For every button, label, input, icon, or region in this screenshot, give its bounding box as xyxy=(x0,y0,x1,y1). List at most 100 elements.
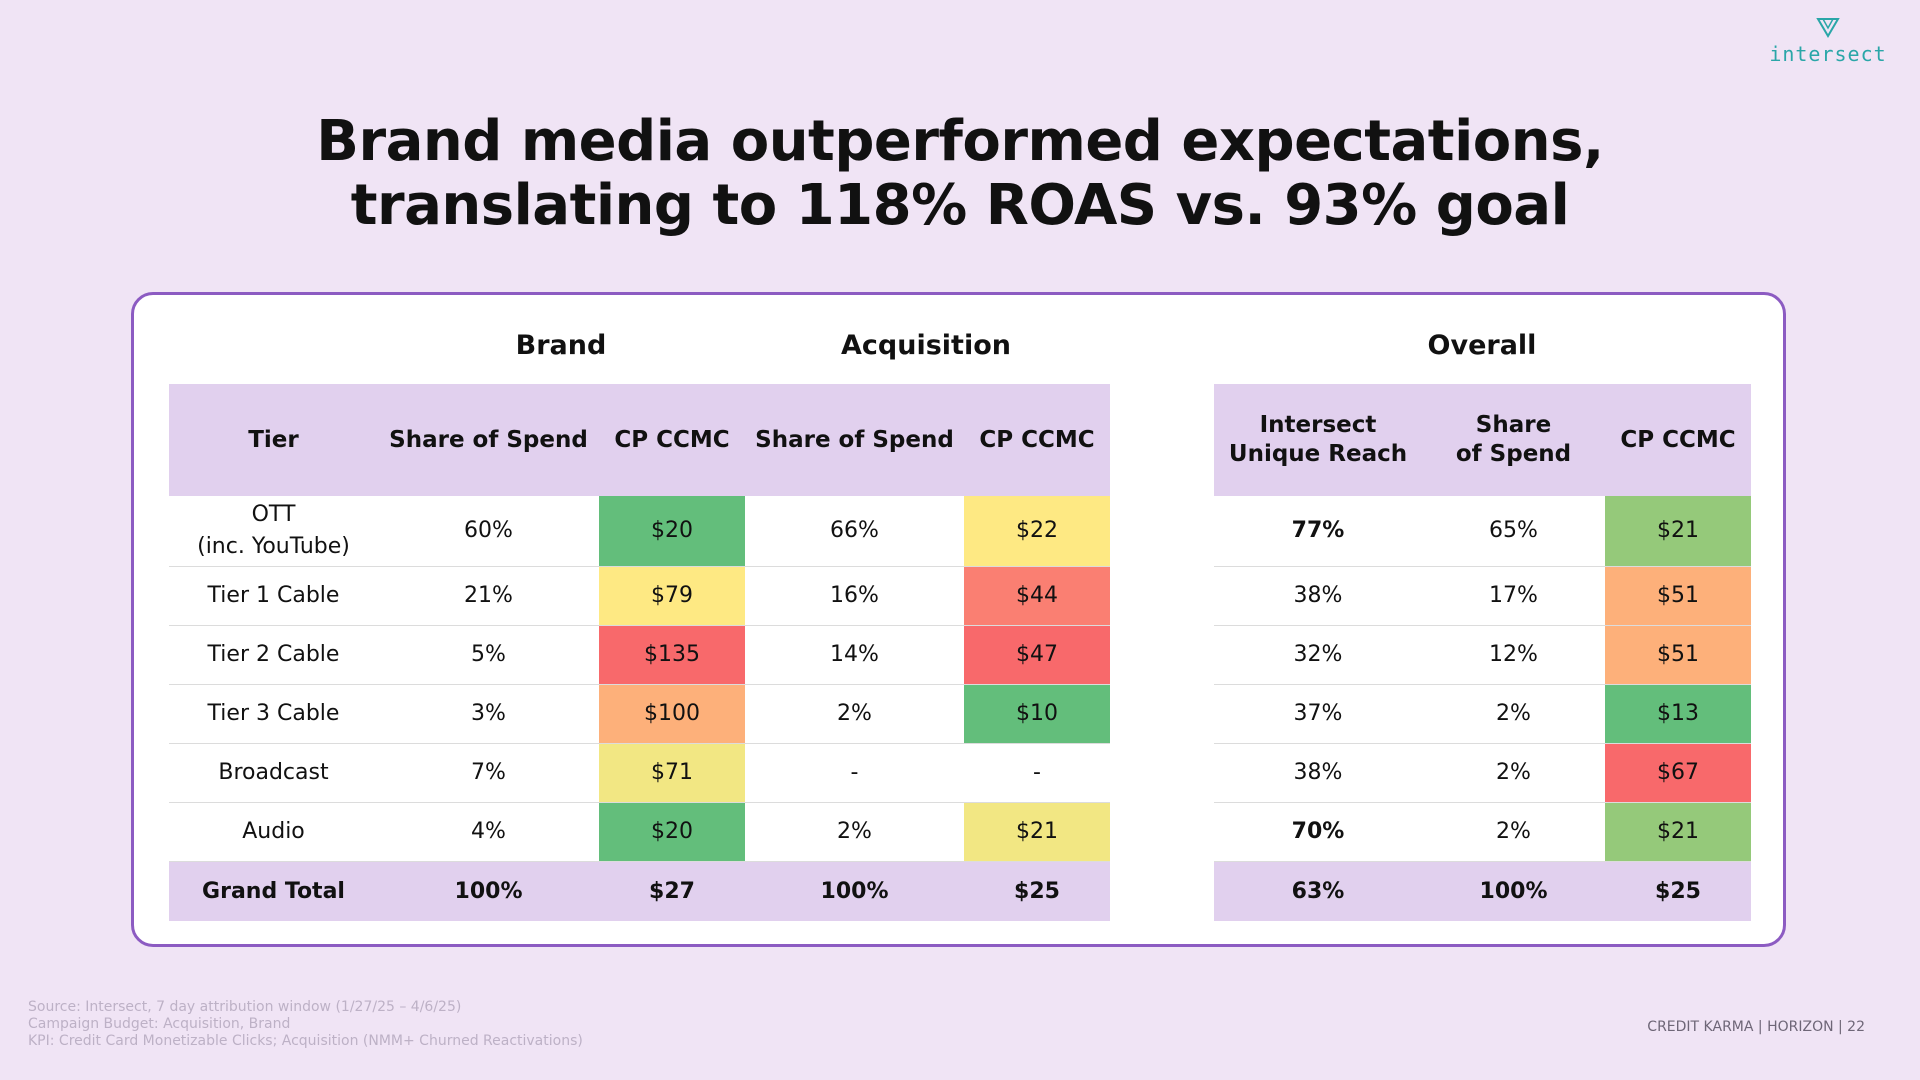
acq-cp-cell: $21 xyxy=(964,802,1110,862)
brand-share-cell: 5% xyxy=(378,625,599,685)
reach-cell: 32% xyxy=(1214,625,1422,685)
table-row: Broadcast 7% $71 - - xyxy=(169,743,1110,803)
overall-share-cell: 17% xyxy=(1422,566,1605,626)
acq-share-cell: 16% xyxy=(745,566,964,626)
table-row: Audio 4% $20 2% $21 xyxy=(169,802,1110,862)
table-header-row: Tier Share of Spend CP CCMC Share of Spe… xyxy=(169,384,1110,496)
grand-total-row: Grand Total 100% $27 100% $25 xyxy=(169,861,1110,921)
acq-cp-cell: $47 xyxy=(964,625,1110,685)
footer-kpi: KPI: Credit Card Monetizable Clicks; Acq… xyxy=(28,1033,583,1049)
brand-cp-cell: $100 xyxy=(599,684,745,744)
reach-cell: 37% xyxy=(1214,684,1422,744)
tier-cell: OTT (inc. YouTube) xyxy=(169,496,378,567)
overall-share-cell: 2% xyxy=(1422,802,1605,862)
table-header-row: Intersect Unique Reach Share of Spend CP… xyxy=(1214,384,1751,496)
table-row: 77% 65% $21 xyxy=(1214,496,1751,567)
intersect-logo-icon xyxy=(1816,18,1840,38)
overall-cp-cell: $21 xyxy=(1605,496,1751,567)
reach-cell: 38% xyxy=(1214,743,1422,803)
table-row: 38% 17% $51 xyxy=(1214,566,1751,626)
overall-cp-cell: $51 xyxy=(1605,566,1751,626)
brand-share-cell: 7% xyxy=(378,743,599,803)
header-overall-cp-ccmc: CP CCMC xyxy=(1605,384,1751,496)
reach-cell: 70% xyxy=(1214,802,1422,862)
header-overall-share: Share of Spend xyxy=(1422,384,1605,496)
group-title-acquisition: Acquisition xyxy=(841,330,1011,361)
footer-page-info: CREDIT KARMA | HORIZON | 22 xyxy=(1647,1019,1865,1035)
overall-share-cell: 2% xyxy=(1422,684,1605,744)
total-label: Grand Total xyxy=(169,861,378,921)
brand-share-cell: 60% xyxy=(378,496,599,567)
header-acq-share-of-spend: Share of Spend xyxy=(745,384,964,496)
overall-cp-cell: $21 xyxy=(1605,802,1751,862)
tier-cell: Tier 3 Cable xyxy=(169,684,378,744)
logo-text: intersect xyxy=(1769,42,1887,66)
brand-acquisition-table: Tier Share of Spend CP CCMC Share of Spe… xyxy=(169,384,1110,921)
overall-cp-cell: $67 xyxy=(1605,743,1751,803)
tier-sublabel: (inc. YouTube) xyxy=(197,534,350,559)
group-title-overall: Overall xyxy=(1427,330,1537,361)
acq-cp-cell: - xyxy=(964,743,1110,803)
brand-cp-cell: $20 xyxy=(599,496,745,567)
table-row: Tier 2 Cable 5% $135 14% $47 xyxy=(169,625,1110,685)
page-title: Brand media outperformed expectations, t… xyxy=(0,110,1920,238)
acq-share-cell: 14% xyxy=(745,625,964,685)
tier-cell: Tier 1 Cable xyxy=(169,566,378,626)
acq-cp-cell: $22 xyxy=(964,496,1110,567)
brand-cp-cell: $135 xyxy=(599,625,745,685)
header-brand-share-of-spend: Share of Spend xyxy=(378,384,599,496)
grand-total-row: 63% 100% $25 xyxy=(1214,861,1751,921)
table-row: 38% 2% $67 xyxy=(1214,743,1751,803)
title-line-1: Brand media outperformed expectations, xyxy=(316,109,1604,174)
table-row: 32% 12% $51 xyxy=(1214,625,1751,685)
tier-label: OTT xyxy=(251,502,296,527)
total-brand-share: 100% xyxy=(378,861,599,921)
header-tier: Tier xyxy=(169,384,378,496)
total-overall-cp: $25 xyxy=(1605,861,1751,921)
tier-cell: Audio xyxy=(169,802,378,862)
brand-share-cell: 21% xyxy=(378,566,599,626)
header-acq-cp-ccmc: CP CCMC xyxy=(964,384,1110,496)
table-row: Tier 1 Cable 21% $79 16% $44 xyxy=(169,566,1110,626)
acq-share-cell: 2% xyxy=(745,802,964,862)
footer-notes: Source: Intersect, 7 day attribution win… xyxy=(28,999,583,1050)
brand-share-cell: 4% xyxy=(378,802,599,862)
header-unique-reach-line2: Unique Reach xyxy=(1228,441,1408,467)
table-row: OTT (inc. YouTube) 60% $20 66% $22 xyxy=(169,496,1110,567)
header-overall-share-line2: of Spend xyxy=(1455,441,1572,467)
footer-budget: Campaign Budget: Acquisition, Brand xyxy=(28,1016,291,1032)
table-row: 70% 2% $21 xyxy=(1214,802,1751,862)
intersect-logo: intersect xyxy=(1748,16,1908,66)
title-line-2: translating to 118% ROAS vs. 93% goal xyxy=(350,173,1570,238)
header-overall-share-line1: Share xyxy=(1475,412,1552,438)
overall-cp-cell: $13 xyxy=(1605,684,1751,744)
table-row: 37% 2% $13 xyxy=(1214,684,1751,744)
total-acq-cp: $25 xyxy=(964,861,1110,921)
total-overall-share: 100% xyxy=(1422,861,1605,921)
header-brand-cp-ccmc: CP CCMC xyxy=(599,384,745,496)
brand-cp-cell: $71 xyxy=(599,743,745,803)
table-row: Tier 3 Cable 3% $100 2% $10 xyxy=(169,684,1110,744)
tier-cell: Tier 2 Cable xyxy=(169,625,378,685)
acq-share-cell: - xyxy=(745,743,964,803)
overall-share-cell: 12% xyxy=(1422,625,1605,685)
acq-cp-cell: $44 xyxy=(964,566,1110,626)
brand-cp-cell: $79 xyxy=(599,566,745,626)
tier-cell: Broadcast xyxy=(169,743,378,803)
overall-share-cell: 65% xyxy=(1422,496,1605,567)
reach-cell: 77% xyxy=(1214,496,1422,567)
acq-share-cell: 2% xyxy=(745,684,964,744)
footer-source: Source: Intersect, 7 day attribution win… xyxy=(28,999,462,1015)
total-reach: 63% xyxy=(1214,861,1422,921)
overall-cp-cell: $51 xyxy=(1605,625,1751,685)
overall-share-cell: 2% xyxy=(1422,743,1605,803)
group-title-brand: Brand xyxy=(515,330,607,361)
header-unique-reach: Intersect Unique Reach xyxy=(1214,384,1422,496)
brand-share-cell: 3% xyxy=(378,684,599,744)
total-brand-cp: $27 xyxy=(599,861,745,921)
reach-cell: 38% xyxy=(1214,566,1422,626)
acq-cp-cell: $10 xyxy=(964,684,1110,744)
acq-share-cell: 66% xyxy=(745,496,964,567)
overall-table: Intersect Unique Reach Share of Spend CP… xyxy=(1214,384,1751,921)
header-unique-reach-line1: Intersect xyxy=(1259,412,1377,438)
